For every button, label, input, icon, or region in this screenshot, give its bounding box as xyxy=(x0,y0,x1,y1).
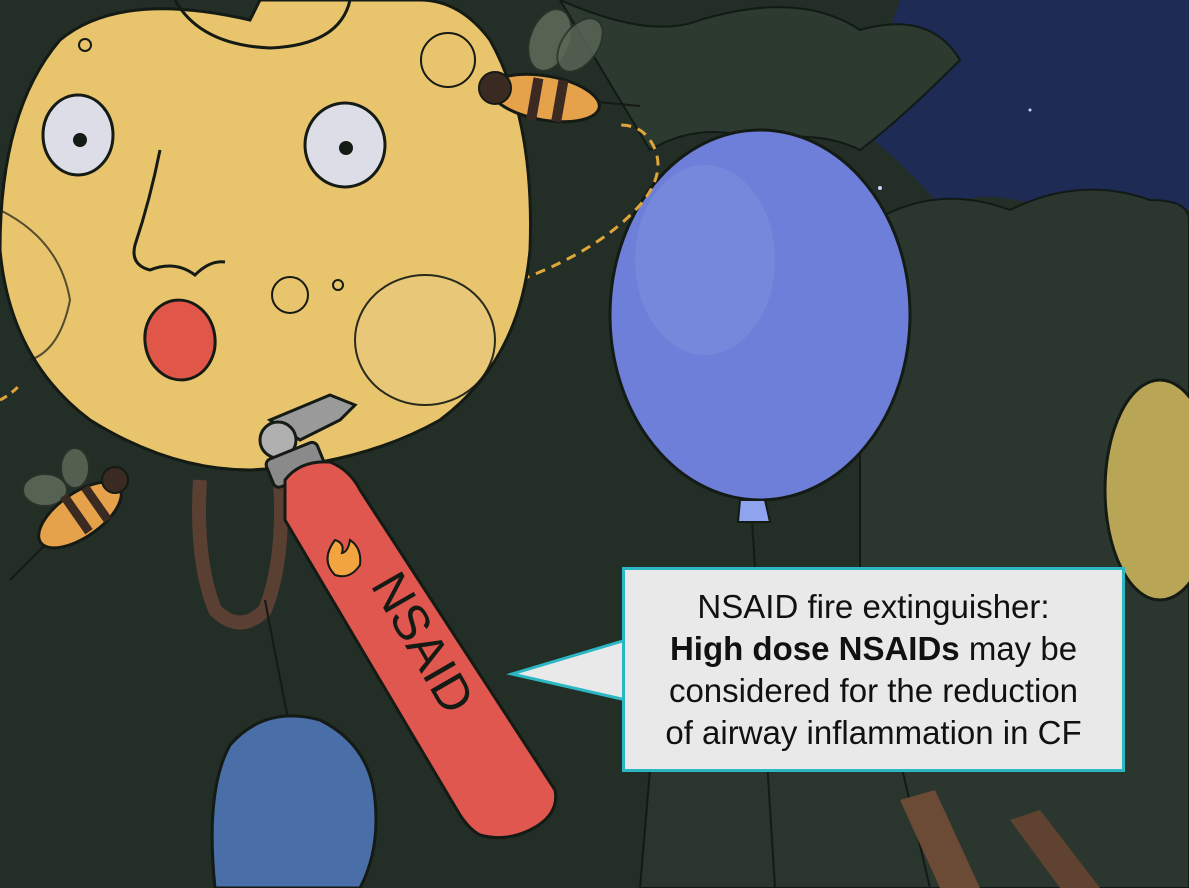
extinguisher-hose xyxy=(192,479,288,630)
callout-line-4: of airway inflammation in CF xyxy=(665,713,1082,751)
crater-right xyxy=(420,32,476,88)
cheek-right xyxy=(354,274,496,406)
tree-branch xyxy=(1010,810,1100,888)
bee-icon-left xyxy=(9,447,129,581)
callout-line-3: considered for the reduction xyxy=(668,671,1079,709)
callout-highlight: High dose NSAIDs xyxy=(669,629,960,667)
tree-trunk xyxy=(900,790,980,888)
callout-line-2-rest: may be xyxy=(959,629,1078,667)
callout-line-2: High dose NSAIDs may be xyxy=(670,628,1077,670)
blue-balloon-bottom xyxy=(210,714,378,888)
callout-line-1: NSAID fire extinguisher: xyxy=(697,587,1050,625)
bee-icon xyxy=(478,8,641,124)
blue-balloon-knot xyxy=(736,499,772,523)
nose xyxy=(132,149,226,277)
yellow-balloon-right xyxy=(1103,378,1189,602)
mouth xyxy=(143,298,217,382)
crater-top xyxy=(173,0,352,50)
info-callout: NSAID fire extinguisher: High dose NSAID… xyxy=(622,567,1125,772)
bee-flight-path xyxy=(519,123,660,282)
flame-icon xyxy=(326,538,362,578)
